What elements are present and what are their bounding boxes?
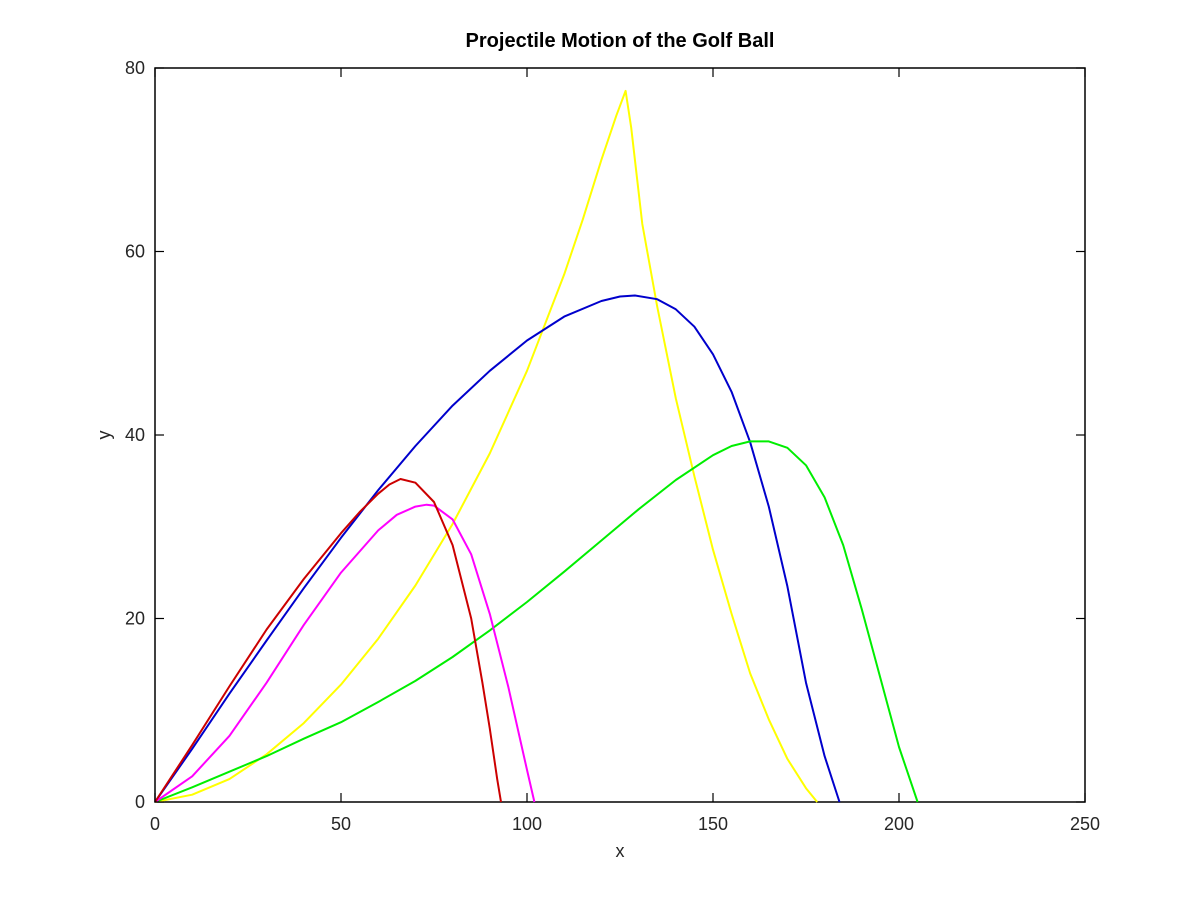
series-line-3 (154, 440, 919, 803)
y-tick-label: 0 (135, 792, 145, 812)
y-axis-ticks: 0 20 40 60 80 (125, 58, 1085, 812)
x-tick-label: 250 (1070, 814, 1100, 834)
series-line-4 (154, 503, 536, 803)
y-tick-label: 20 (125, 609, 145, 629)
x-tick-label: 200 (884, 814, 914, 834)
series-line-1 (154, 89, 818, 803)
x-tick-label: 50 (331, 814, 351, 834)
y-tick-label: 80 (125, 58, 145, 78)
x-tick-label: 0 (150, 814, 160, 834)
x-tick-label: 100 (512, 814, 542, 834)
y-tick-label: 40 (125, 425, 145, 445)
chart-title: Projectile Motion of the Golf Ball (466, 30, 775, 52)
x-axis-label: x (616, 841, 625, 861)
x-tick-label: 150 (698, 814, 728, 834)
series-layer (154, 89, 919, 803)
x-axis-ticks: 0 50 100 150 200 250 (150, 68, 1100, 834)
plot-area-frame (154, 67, 1086, 803)
series-line-5 (154, 478, 502, 803)
y-axis-label: y (94, 431, 114, 440)
y-tick-label: 60 (125, 242, 145, 262)
series-line-2 (154, 294, 841, 803)
